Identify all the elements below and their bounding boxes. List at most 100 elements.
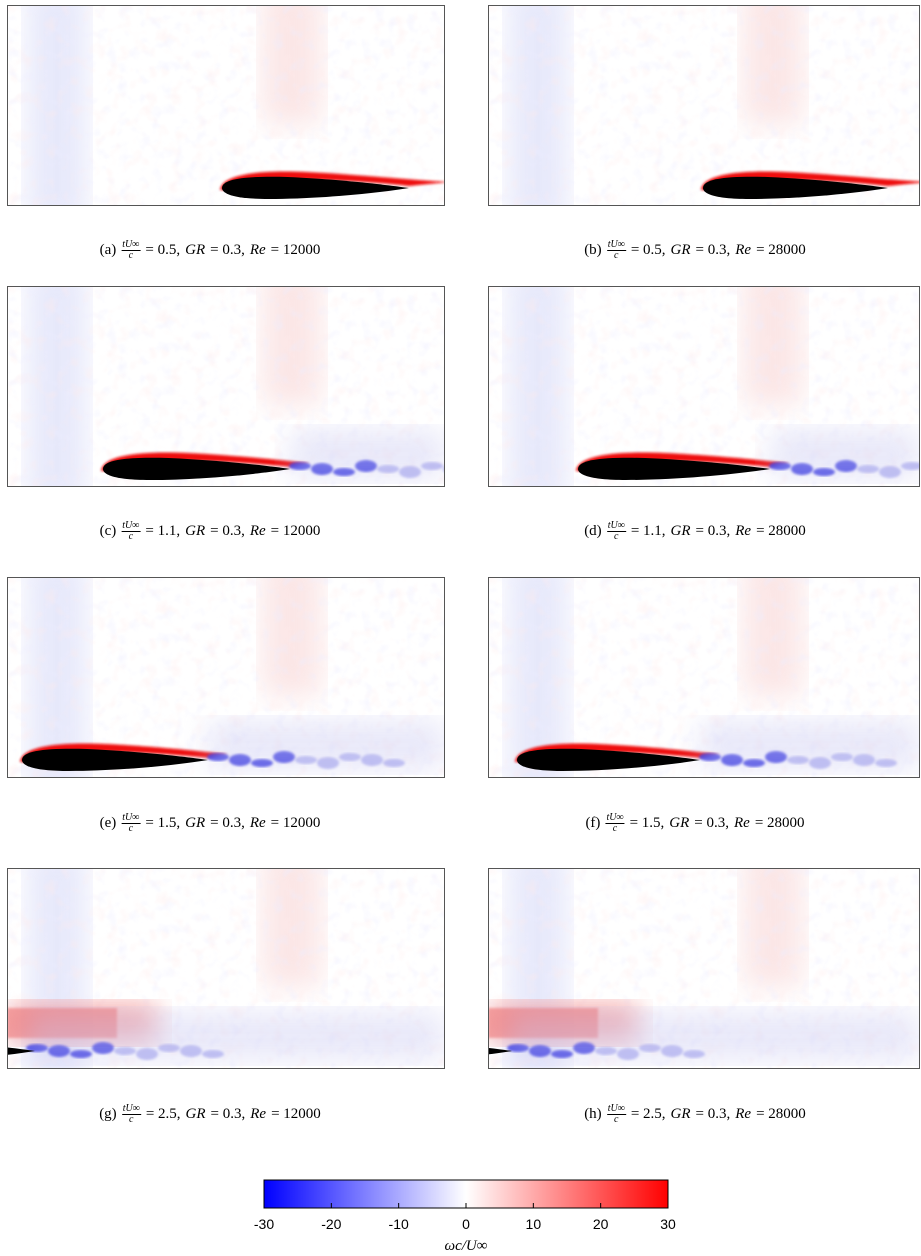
caption-text: = 12000 <box>270 815 321 831</box>
red-shear <box>515 743 720 762</box>
red-shear <box>101 452 310 471</box>
caption-text: (h) <box>584 1106 602 1122</box>
caption-text: (d) <box>584 523 602 539</box>
panel-frame <box>488 5 920 206</box>
airfoil <box>22 748 208 771</box>
caption-text: Re <box>250 1106 267 1122</box>
panel-frame <box>488 868 920 1069</box>
caption-text: (f) <box>585 815 601 831</box>
red-shear <box>701 171 920 190</box>
blue-wake <box>465 468 487 476</box>
fraction: tU∞ c <box>121 240 141 261</box>
fraction: tU∞ c <box>121 520 141 542</box>
caption: (g) tU∞ c = 2.5, GR = 0.3, Re = 12000 <box>99 1104 321 1125</box>
caption-text: = 1.5, <box>145 815 181 831</box>
airfoil <box>488 1047 512 1055</box>
wake-haze <box>770 429 920 479</box>
caption-text: = 12000 <box>271 1106 321 1122</box>
caption-text: Re <box>734 815 750 831</box>
caption-text: GR <box>185 815 206 831</box>
tick-label: -20 <box>321 1216 341 1232</box>
caption: (a) tU∞ c = 0.5, GR = 0.3, Re = 12000 <box>100 240 321 261</box>
denominator: c <box>128 250 134 261</box>
blue-wake <box>443 465 445 473</box>
denominator: c <box>612 823 618 834</box>
caption-text: = 0.3, <box>695 523 731 539</box>
tick-label: 30 <box>660 1216 676 1232</box>
tick-label: -10 <box>389 1216 409 1232</box>
caption-text: = 0.3, <box>210 523 245 539</box>
caption-text: = 28000 <box>754 815 805 831</box>
vorticity-panel <box>7 286 487 487</box>
fraction: tU∞ c <box>606 1103 626 1125</box>
caption-text: GR <box>670 1106 691 1122</box>
denominator: c <box>128 531 134 542</box>
field <box>7 577 445 777</box>
caption-text: Re <box>735 523 752 539</box>
field <box>488 5 920 205</box>
numerator: tU∞ <box>121 520 141 532</box>
caption: (c) tU∞ c = 1.1, GR = 0.3, Re = 12000 <box>100 521 321 542</box>
field <box>488 577 920 777</box>
caption-text: (b) <box>584 242 602 258</box>
field <box>7 5 445 205</box>
caption-text: GR <box>670 523 691 539</box>
panel-frame <box>7 868 445 1069</box>
wake-haze <box>208 720 445 770</box>
panel-frame <box>488 577 920 778</box>
vorticity-panel <box>7 868 445 1069</box>
fraction: tU∞ c <box>121 813 141 834</box>
denominator: c <box>614 250 619 261</box>
caption-text: = 28000 <box>756 1106 806 1122</box>
airfoil <box>7 1047 35 1055</box>
wake-haze <box>700 720 920 770</box>
fraction: tU∞ c <box>606 240 626 261</box>
caption-text: = 0.5, <box>145 242 181 258</box>
vorticity-panel <box>488 868 920 1069</box>
noise-red <box>488 5 920 205</box>
panel-frame <box>488 286 920 487</box>
panel-frame <box>7 5 445 206</box>
caption-text: = 1.1, <box>630 523 666 539</box>
field <box>488 286 920 486</box>
red-shear <box>576 452 790 471</box>
caption: (d) tU∞ c = 1.1, GR = 0.3, Re = 28000 <box>584 521 806 542</box>
caption-text: Re <box>249 523 266 539</box>
caption-text: = 2.5, <box>630 1106 666 1122</box>
tick-label: 20 <box>593 1216 609 1232</box>
numerator: tU∞ <box>121 1103 141 1115</box>
caption-text: = 0.3, <box>210 1106 246 1122</box>
caption-text: = 0.3, <box>695 242 731 258</box>
caption-text: = 28000 <box>756 523 806 539</box>
caption-text: = 0.3, <box>210 815 245 831</box>
vorticity-panel <box>488 286 920 487</box>
tick-label: 0 <box>462 1216 470 1232</box>
caption-text: (g) <box>99 1106 117 1122</box>
tick-label: 10 <box>526 1216 542 1232</box>
vorticity-panel <box>488 577 920 778</box>
airfoil <box>103 457 290 480</box>
caption-text: GR <box>670 242 691 258</box>
caption-text: = 0.3, <box>210 242 245 258</box>
noise-red <box>7 5 445 205</box>
caption-text: = 28000 <box>756 242 806 258</box>
field <box>488 868 920 1068</box>
caption: (e) tU∞ c = 1.5, GR = 0.3, Re = 12000 <box>100 813 321 834</box>
caption-text: (e) <box>99 815 117 831</box>
caption-text: GR <box>669 815 690 831</box>
wake-haze <box>27 1011 445 1061</box>
field <box>7 286 487 486</box>
caption-text: = 0.3, <box>694 815 730 831</box>
panel-frame <box>7 577 445 778</box>
caption-text: = 0.5, <box>630 242 666 258</box>
caption-text: Re <box>249 815 266 831</box>
caption-text: GR <box>185 523 206 539</box>
denominator: c <box>129 1114 134 1125</box>
caption: (f) tU∞ c = 1.5, GR = 0.3, Re = 28000 <box>585 813 804 834</box>
caption-text: GR <box>185 242 206 258</box>
vorticity-panel <box>7 577 445 778</box>
numerator: tU∞ <box>606 1103 626 1115</box>
caption: (h) tU∞ c = 2.5, GR = 0.3, Re = 28000 <box>584 1104 806 1125</box>
denominator: c <box>614 1114 619 1125</box>
